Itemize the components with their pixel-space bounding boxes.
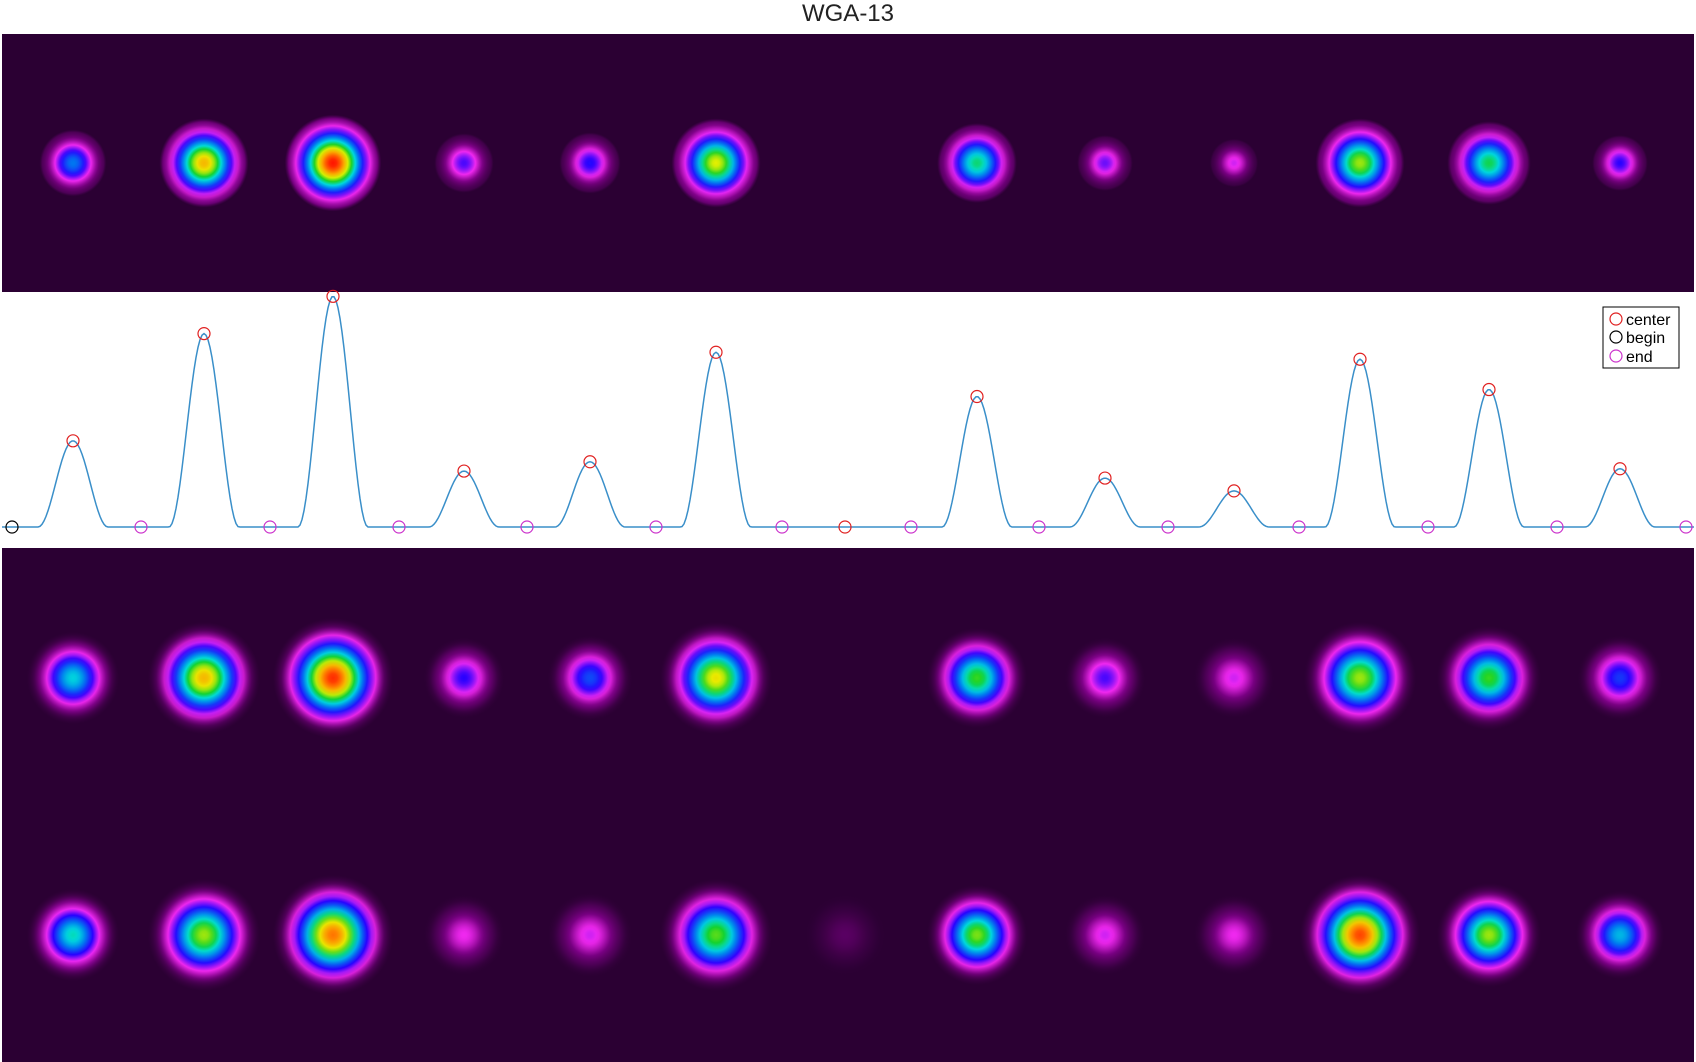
end-marker bbox=[520, 520, 534, 534]
legend: center begin end bbox=[1602, 306, 1680, 369]
end-marker bbox=[134, 520, 148, 534]
fitted-spot bbox=[1065, 895, 1145, 975]
fitted-spot bbox=[1437, 883, 1541, 987]
fitted-spot bbox=[548, 893, 632, 977]
fitted-spot bbox=[927, 628, 1027, 728]
measured-spot bbox=[37, 127, 109, 199]
legend-end-marker bbox=[1609, 349, 1623, 363]
intensity-profile-panel: center begin end bbox=[2, 289, 1694, 534]
fitted-image-background bbox=[2, 548, 1694, 1062]
legend-box bbox=[1602, 306, 1680, 369]
center-marker bbox=[709, 345, 723, 359]
fitted-spot bbox=[27, 632, 119, 724]
fitted-spot bbox=[273, 875, 393, 995]
measured-image-background bbox=[2, 34, 1694, 292]
end-marker bbox=[1161, 520, 1175, 534]
fitted-spot bbox=[424, 895, 504, 975]
fitted-spot bbox=[424, 638, 504, 718]
end-marker bbox=[904, 520, 918, 534]
measured-spot bbox=[934, 120, 1020, 206]
measured-spot bbox=[1312, 115, 1408, 211]
measured-spot bbox=[1208, 137, 1260, 189]
center-marker bbox=[197, 327, 211, 341]
center-marker bbox=[1613, 462, 1627, 476]
legend-end-label: end bbox=[1626, 349, 1653, 366]
measured-spot bbox=[557, 130, 623, 196]
measured-spot bbox=[1444, 118, 1534, 208]
end-marker bbox=[1032, 520, 1046, 534]
measured-spot bbox=[432, 131, 496, 195]
center-marker bbox=[66, 434, 80, 448]
end-marker bbox=[392, 520, 406, 534]
fitted-spot bbox=[148, 622, 260, 734]
measured-spot bbox=[281, 111, 385, 215]
legend-begin-marker bbox=[1609, 330, 1623, 344]
fitted-spot bbox=[1300, 875, 1420, 995]
figure-title: WGA-13 bbox=[801, 0, 894, 27]
fitted-spot bbox=[548, 636, 632, 720]
center-marker bbox=[1098, 471, 1112, 485]
end-marker bbox=[1550, 520, 1564, 534]
measured-spot bbox=[1590, 133, 1650, 193]
legend-begin-label: begin bbox=[1626, 330, 1665, 347]
measured-spot-image-panel bbox=[2, 34, 1694, 292]
fitted-spot bbox=[927, 885, 1027, 985]
fitted-spot bbox=[1576, 891, 1664, 979]
center-marker bbox=[457, 464, 471, 478]
center-marker bbox=[583, 455, 597, 469]
fitted-spot bbox=[1437, 626, 1541, 730]
fitted-spot bbox=[273, 618, 393, 738]
legend-center-label: center bbox=[1626, 312, 1671, 329]
end-marker bbox=[1421, 520, 1435, 534]
fitted-spot bbox=[27, 889, 119, 981]
end-marker bbox=[775, 520, 789, 534]
fitted-spot bbox=[805, 895, 885, 975]
center-marker bbox=[970, 389, 984, 404]
center-marker bbox=[1482, 382, 1496, 397]
measured-spot bbox=[1075, 133, 1135, 193]
measured-spot bbox=[668, 115, 764, 211]
fitted-spot bbox=[1304, 622, 1416, 734]
fitted-spot bbox=[1194, 638, 1274, 718]
begin-marker bbox=[5, 520, 19, 534]
end-marker bbox=[1292, 520, 1306, 534]
fitted-spot bbox=[1194, 895, 1274, 975]
end-marker bbox=[649, 520, 663, 534]
center-marker bbox=[326, 289, 340, 303]
center-marker bbox=[1227, 484, 1241, 498]
fitted-spot bbox=[1578, 636, 1662, 720]
fitted-spot-image-panel bbox=[2, 548, 1694, 1062]
legend-center-marker bbox=[1609, 312, 1623, 326]
center-marker bbox=[1353, 352, 1367, 366]
end-marker bbox=[263, 520, 277, 534]
fitted-spot bbox=[660, 879, 772, 991]
center-marker bbox=[838, 520, 852, 534]
fitted-spot bbox=[660, 622, 772, 734]
profile-line bbox=[2, 296, 1694, 528]
measured-spot bbox=[156, 115, 252, 211]
fitted-spot bbox=[1065, 638, 1145, 718]
end-marker bbox=[1679, 520, 1693, 534]
fitted-spot bbox=[148, 879, 260, 991]
